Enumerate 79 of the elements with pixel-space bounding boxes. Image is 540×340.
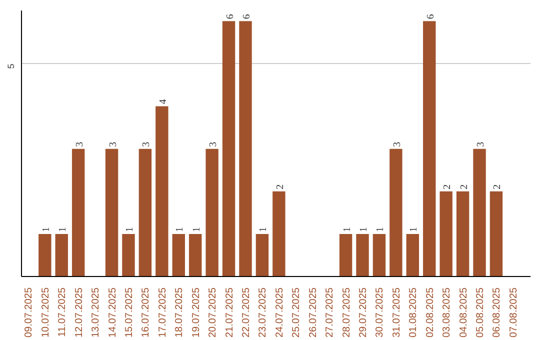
x-tick-label: 01.08.2025 [408, 287, 420, 338]
data-label: 2 [458, 184, 470, 190]
x-tick-label: 15.07.2025 [124, 287, 135, 338]
x-tick-label: 27.07.2025 [324, 287, 336, 338]
x-tick-label: 03.08.2025 [442, 287, 453, 338]
bar [172, 234, 185, 276]
data-label: 6 [241, 14, 252, 20]
x-tick-label: 26.07.2025 [308, 287, 319, 338]
data-label: 1 [342, 226, 353, 232]
x-tick-label: 28.07.2025 [341, 287, 352, 338]
x-tick-label: 10.07.2025 [40, 287, 52, 338]
data-label: 1 [124, 226, 136, 232]
x-tick-label: 24.07.2025 [274, 287, 286, 338]
bar [473, 148, 486, 276]
bar [406, 234, 420, 276]
x-tick-label: 20.07.2025 [208, 287, 219, 338]
bar [122, 234, 135, 276]
x-tick-label: 25.07.2025 [291, 287, 302, 338]
bar [55, 234, 68, 276]
data-label: 1 [58, 226, 69, 232]
data-label: 2 [492, 184, 504, 190]
bar [256, 234, 269, 276]
x-tick-label: 30.07.2025 [374, 287, 386, 338]
data-label: 4 [158, 99, 169, 104]
x-tick-label: 04.08.2025 [458, 287, 470, 338]
x-tick-label: 23.07.2025 [258, 287, 269, 338]
bar [272, 191, 286, 276]
x-tick-label: 16.07.2025 [140, 287, 152, 338]
data-label: 1 [191, 226, 202, 232]
bar [440, 191, 452, 276]
y-tick-label: 5 [6, 64, 16, 69]
data-label: 1 [408, 226, 420, 232]
bar [490, 191, 503, 276]
x-tick-label: 18.07.2025 [174, 287, 186, 338]
x-tick-label: 11.07.2025 [57, 287, 68, 337]
x-tick-label: 06.08.2025 [492, 287, 503, 338]
data-label: 1 [40, 226, 52, 232]
data-label: 3 [208, 142, 220, 147]
x-tick-label: 02.08.2025 [424, 287, 436, 338]
bar [222, 21, 236, 276]
bar [206, 148, 218, 276]
bar [390, 148, 402, 276]
bar [339, 234, 352, 276]
data-label: 1 [258, 226, 270, 232]
x-tick-label: 13.07.2025 [90, 287, 102, 338]
data-label: 3 [392, 142, 403, 147]
data-label: 3 [74, 142, 86, 147]
x-tick-label: 31.07.2025 [391, 287, 402, 338]
data-label: 1 [375, 226, 386, 232]
x-tick-label: 22.07.2025 [240, 287, 252, 338]
data-label: 1 [174, 226, 186, 232]
bar [372, 234, 386, 276]
x-tick-label: 21.07.2025 [224, 287, 236, 338]
data-label: 2 [274, 184, 286, 190]
x-tick-label: 07.08.2025 [508, 287, 520, 338]
x-tick-label: 19.07.2025 [190, 287, 202, 338]
data-label: 6 [224, 14, 236, 20]
data-label: 2 [442, 184, 454, 190]
data-label: 6 [425, 14, 436, 20]
x-tick-label: 17.07.2025 [157, 287, 168, 338]
bar [38, 234, 52, 276]
bar [188, 234, 202, 276]
bar [138, 148, 152, 276]
data-label: 3 [476, 142, 487, 147]
bar [456, 191, 470, 276]
x-tick-label: 05.08.2025 [475, 287, 486, 338]
bar [105, 148, 118, 276]
bar [356, 234, 369, 276]
data-label: 1 [358, 226, 370, 232]
data-label: 3 [108, 142, 119, 147]
x-tick-label: 14.07.2025 [107, 287, 118, 338]
bar [156, 106, 168, 276]
bar [239, 21, 252, 276]
x-tick-label: 29.07.2025 [358, 287, 370, 338]
x-tick-label: 12.07.2025 [74, 287, 85, 338]
x-tick-label: 09.07.2025 [24, 287, 35, 338]
bar [423, 21, 436, 276]
bar [72, 148, 85, 276]
data-label: 3 [141, 142, 152, 147]
